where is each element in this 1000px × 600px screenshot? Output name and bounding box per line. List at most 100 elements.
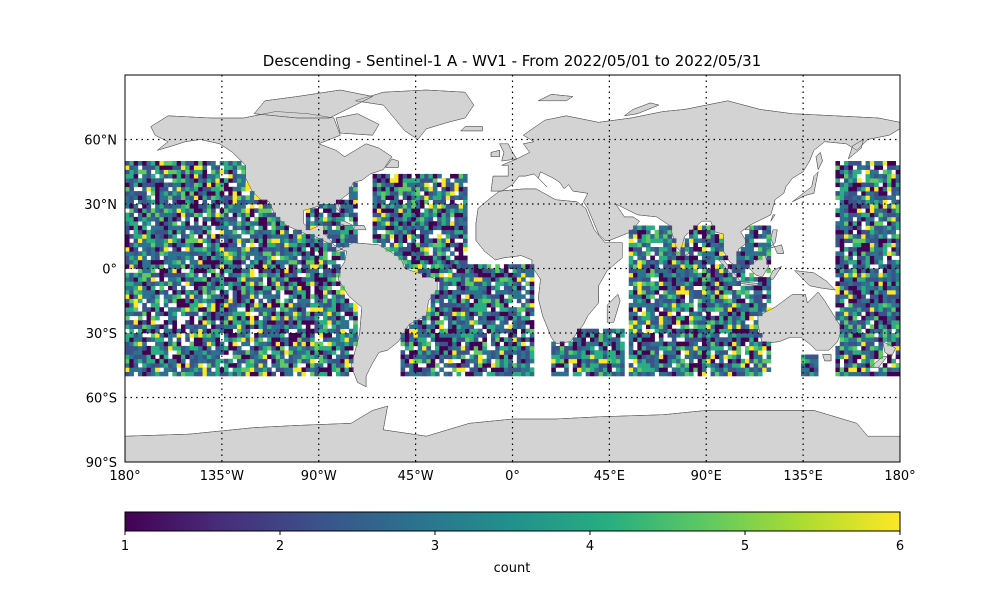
- heatmap-cell: [340, 225, 345, 231]
- heatmap-cell: [753, 358, 759, 364]
- heatmap-cell: [125, 178, 130, 183]
- heatmap-cell: [424, 182, 429, 188]
- heatmap-cell: [280, 238, 285, 243]
- heatmap-cell: [133, 247, 139, 252]
- heatmap-cell: [852, 294, 858, 299]
- heatmap-cell: [874, 195, 879, 200]
- heatmap-cell: [262, 264, 268, 269]
- heatmap-cell: [241, 238, 246, 243]
- heatmap-cell: [835, 178, 841, 183]
- heatmap-cell: [206, 229, 212, 235]
- heatmap-cell: [895, 320, 900, 325]
- heatmap-cell: [133, 225, 139, 231]
- heatmap-cell: [495, 350, 500, 355]
- heatmap-cell: [129, 294, 134, 299]
- heatmap-cell: [301, 345, 307, 351]
- heatmap-cell: [435, 272, 440, 278]
- heatmap-cell: [861, 320, 866, 325]
- heatmap-cell: [142, 255, 147, 261]
- heatmap-cell: [228, 298, 233, 304]
- heatmap-cell: [564, 367, 569, 372]
- heatmap-cell: [447, 320, 453, 325]
- heatmap-cell: [887, 367, 892, 372]
- heatmap-cell: [372, 199, 378, 205]
- heatmap-cell: [645, 285, 651, 291]
- heatmap-cell: [719, 234, 724, 239]
- heatmap-cell: [693, 238, 698, 243]
- heatmap-cell: [146, 247, 152, 252]
- heatmap-cell: [852, 315, 858, 321]
- heatmap-cell: [490, 371, 496, 377]
- heatmap-cell: [241, 371, 246, 377]
- heatmap-cell: [198, 204, 203, 209]
- heatmap-cell: [740, 259, 746, 265]
- heatmap-cell: [633, 268, 638, 274]
- heatmap-cell: [839, 225, 845, 231]
- heatmap-cell: [137, 199, 143, 205]
- heatmap-cell: [430, 371, 436, 377]
- heatmap-cell: [529, 324, 535, 329]
- heatmap-cell: [465, 298, 470, 304]
- heatmap-cell: [150, 212, 156, 218]
- heatmap-cell: [710, 363, 716, 368]
- heatmap-cell: [249, 199, 255, 205]
- heatmap-cell: [133, 208, 139, 213]
- heatmap-cell: [275, 337, 281, 342]
- heatmap-cell: [689, 363, 694, 368]
- heatmap-cell: [219, 182, 225, 188]
- heatmap-cell: [844, 169, 849, 175]
- heatmap-cell: [348, 358, 354, 364]
- heatmap-cell: [667, 328, 673, 334]
- heatmap-cell: [581, 354, 586, 360]
- heatmap-cell: [861, 264, 866, 269]
- heatmap-cell: [146, 195, 152, 200]
- heatmap-cell: [895, 238, 900, 243]
- heatmap-cell: [417, 354, 423, 360]
- heatmap-cell: [439, 298, 444, 304]
- heatmap-cell: [882, 272, 888, 278]
- heatmap-cell: [736, 315, 741, 321]
- heatmap-cell: [180, 161, 186, 166]
- heatmap-cell: [150, 173, 156, 179]
- heatmap-cell: [232, 161, 238, 166]
- heatmap-cell: [641, 345, 647, 351]
- heatmap-cell: [262, 238, 268, 243]
- heatmap-cell: [848, 345, 853, 351]
- heatmap-cell: [335, 358, 341, 364]
- heatmap-cell: [439, 337, 444, 342]
- heatmap-cell: [499, 345, 505, 351]
- heatmap-cell: [848, 238, 853, 243]
- heatmap-cell: [701, 315, 707, 321]
- heatmap-cell: [469, 272, 475, 278]
- heatmap-cell: [271, 212, 276, 218]
- heatmap-cell: [142, 221, 147, 226]
- heatmap-cell: [637, 225, 642, 231]
- heatmap-cell: [125, 191, 130, 196]
- heatmap-cell: [856, 311, 862, 317]
- heatmap-cell: [202, 247, 208, 252]
- heatmap-cell: [327, 315, 332, 321]
- heatmap-cell: [176, 251, 182, 256]
- heatmap-cell: [172, 315, 177, 321]
- heatmap-cell: [551, 345, 556, 351]
- heatmap-cell: [288, 242, 294, 248]
- heatmap-cell: [224, 358, 229, 364]
- heatmap-cell: [701, 350, 707, 355]
- heatmap-cell: [465, 281, 470, 286]
- heatmap-cell: [516, 285, 522, 291]
- heatmap-cell: [844, 195, 849, 200]
- heatmap-cell: [206, 161, 212, 166]
- heatmap-cell: [275, 302, 281, 308]
- heatmap-cell: [452, 328, 457, 334]
- heatmap-cell: [198, 182, 203, 188]
- heatmap-cell: [701, 307, 707, 312]
- heatmap-cell: [676, 320, 681, 325]
- heatmap-cell: [456, 333, 462, 338]
- heatmap-cell: [249, 277, 255, 282]
- heatmap-cell: [301, 350, 307, 355]
- heatmap-cell: [732, 341, 737, 347]
- heatmap-cell: [159, 281, 165, 286]
- heatmap-cell: [232, 290, 238, 295]
- heatmap-cell: [450, 199, 455, 205]
- heatmap-cell: [219, 268, 225, 274]
